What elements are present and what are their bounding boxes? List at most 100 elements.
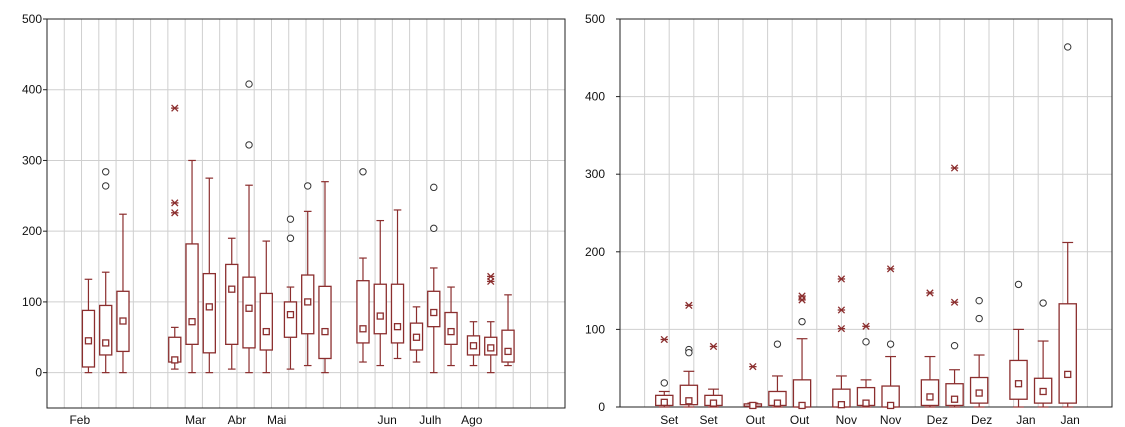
y-tick-label: 0 (35, 366, 42, 380)
median-marker (837, 401, 846, 409)
median-marker (412, 333, 421, 341)
median-marker (430, 308, 438, 317)
box-plot (202, 177, 217, 374)
box-iqr (202, 272, 217, 354)
outlier-point (359, 168, 367, 176)
box-plot (655, 335, 674, 408)
box-iqr (945, 383, 964, 407)
median-marker (469, 342, 478, 350)
box-plot (856, 322, 876, 408)
median-marker (262, 327, 270, 336)
outlier-point (950, 341, 959, 350)
box-iqr (356, 280, 370, 344)
box-plot (81, 278, 96, 374)
box-plot (1033, 299, 1053, 408)
box-iqr (283, 301, 298, 338)
box-plot (259, 240, 273, 374)
median-marker (1064, 370, 1072, 379)
outlier-point (1014, 280, 1023, 289)
extreme-point (926, 289, 934, 297)
box-chart-right: 0 100 200 300 400 500 Set Set Out Out Nov Nov Dez Dez… (585, 12, 1113, 427)
x-tick-label: Dez (971, 413, 992, 427)
extreme-point (487, 277, 495, 286)
median-marker (1039, 387, 1047, 396)
x-tick-label: Feb (69, 413, 90, 427)
box-plot (792, 292, 812, 410)
box-plot (466, 321, 481, 367)
y-tick-label: 100 (585, 322, 605, 336)
box-plot (832, 275, 851, 409)
box-plot (185, 159, 199, 374)
box-iqr (225, 263, 239, 345)
median-marker (304, 298, 312, 306)
box-iqr (1009, 359, 1028, 400)
outlier-point (862, 338, 870, 346)
x-tick-label: Nov (880, 413, 901, 427)
x-tick-label: Set (700, 413, 719, 427)
outlier-point (430, 183, 438, 192)
box-plot (409, 306, 424, 363)
box-iqr (1058, 303, 1077, 404)
median-marker (487, 344, 495, 352)
outlier-point (102, 182, 110, 190)
y-tick-label: 100 (22, 295, 42, 309)
box-iqr (259, 292, 273, 351)
median-marker (773, 399, 782, 407)
box-plot (920, 289, 940, 408)
outlier-point (773, 340, 782, 348)
box-iqr (99, 304, 113, 356)
y-tick-label: 500 (585, 12, 605, 26)
median-marker (84, 337, 93, 345)
outlier-point (1064, 43, 1072, 51)
box-plot (356, 168, 370, 363)
box-plot (969, 296, 989, 408)
outlier-point (975, 314, 983, 323)
median-marker (188, 318, 196, 326)
box-plot (881, 265, 900, 410)
outlier-point (102, 168, 110, 176)
box-iqr (242, 276, 256, 349)
box-plot (484, 272, 498, 374)
x-tick-label: Jan (1061, 413, 1080, 427)
extreme-point (749, 362, 757, 371)
x-tick-label: Abr (228, 413, 247, 427)
box-plot (444, 286, 458, 367)
median-marker (504, 347, 512, 356)
extreme-point (171, 104, 179, 112)
extreme-point (660, 335, 668, 344)
median-marker (376, 312, 384, 320)
y-tick-label: 300 (585, 167, 605, 181)
extreme-point (837, 275, 846, 283)
median-marker (975, 389, 983, 397)
extreme-point (685, 301, 693, 310)
median-marker (886, 401, 895, 410)
outlier-point (430, 224, 438, 233)
box-plot (1058, 43, 1077, 408)
extreme-point (171, 199, 179, 207)
box-plot (1009, 280, 1028, 408)
median-marker (798, 401, 806, 410)
y-tick-label: 0 (598, 400, 605, 414)
median-marker (685, 397, 693, 405)
x-tick-label: Dez (927, 413, 948, 427)
extreme-point (798, 296, 806, 304)
box-plot (743, 362, 763, 410)
x-tick-label: Out (746, 413, 766, 427)
x-tick-label: Jan (1016, 413, 1035, 427)
median-marker (709, 399, 718, 407)
box-plot (390, 209, 405, 360)
x-tick-label: Mai (267, 413, 286, 427)
outlier-point (975, 296, 983, 305)
box-plot (168, 104, 182, 370)
y-tick-label: 400 (22, 83, 42, 97)
outlier-point (1039, 299, 1047, 307)
median-marker (926, 393, 934, 401)
extreme-point (709, 342, 718, 351)
box-plot (427, 183, 441, 374)
extreme-point (886, 265, 895, 273)
box-iqr (501, 329, 515, 363)
median-marker (393, 323, 402, 331)
extreme-point (862, 322, 870, 330)
x-tick-label: Julh (419, 413, 441, 427)
box-plot (501, 294, 515, 367)
